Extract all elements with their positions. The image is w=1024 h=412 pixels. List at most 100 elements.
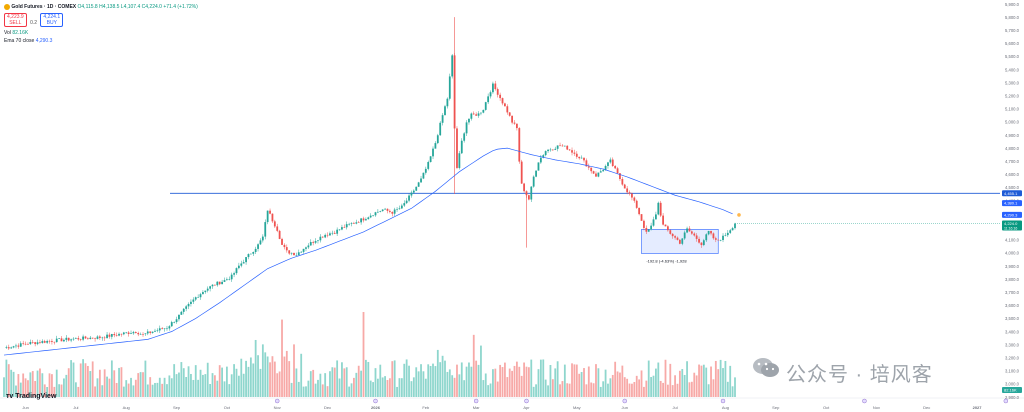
candle-body xyxy=(46,340,49,343)
volume-bar xyxy=(192,379,195,397)
candle-body xyxy=(221,281,224,285)
y-tick-label: 5,800.0 xyxy=(1005,15,1020,20)
volume-bar xyxy=(614,361,617,397)
x-tick-label: Nov xyxy=(274,405,281,410)
candle-body xyxy=(142,334,144,335)
y-tick-label: 3,700.0 xyxy=(1005,290,1020,295)
volume-bar xyxy=(362,312,365,397)
volume-bar xyxy=(182,368,185,397)
volume-bar xyxy=(336,360,339,397)
volume-bar xyxy=(554,368,557,397)
candle-body xyxy=(163,328,166,330)
price-tag-timer: 11:16:16 xyxy=(1004,227,1017,231)
volume-bar xyxy=(185,376,188,397)
candle-body xyxy=(202,292,204,295)
buy-button[interactable]: 4,224.1 BUY xyxy=(40,13,64,27)
volume-bar xyxy=(84,363,87,397)
volume-bar xyxy=(698,364,700,397)
volume-bar xyxy=(163,377,166,397)
volume-bar xyxy=(616,371,619,397)
candle-body xyxy=(218,281,221,285)
candle-body xyxy=(247,254,250,258)
volume-bar xyxy=(604,369,607,397)
volume-bar xyxy=(429,365,432,397)
candle-body xyxy=(393,209,396,214)
candle-body xyxy=(386,208,389,211)
volume-indicator-label[interactable]: Vol xyxy=(4,30,11,36)
volume-bar xyxy=(115,382,118,397)
candle-body xyxy=(43,341,46,343)
volume-bar xyxy=(587,366,590,397)
candle-body xyxy=(374,212,377,216)
volume-bar xyxy=(91,361,94,397)
candle-body xyxy=(714,238,717,240)
volume-bar xyxy=(55,369,58,397)
volume-bar xyxy=(647,360,650,397)
event-marker-icon xyxy=(622,398,627,404)
volume-bar xyxy=(75,382,77,397)
candle-body xyxy=(127,332,130,335)
tradingview-logo[interactable]: ᴛᴠ TradingView xyxy=(6,393,56,400)
candle-body xyxy=(376,211,379,213)
volume-bar xyxy=(724,360,727,397)
candle-body xyxy=(367,217,370,220)
volume-bar xyxy=(321,384,324,397)
volume-bar xyxy=(170,378,173,397)
ema-indicator-label[interactable]: Ema 70 close xyxy=(4,38,35,44)
candle-body xyxy=(348,223,351,225)
candle-body xyxy=(460,140,463,154)
candle-body xyxy=(173,322,176,323)
candle-body xyxy=(55,338,58,343)
event-marker-icon xyxy=(373,398,378,404)
candle-body xyxy=(252,252,255,254)
price-tag-label: 4,290.3 xyxy=(1004,213,1018,218)
sell-button[interactable]: 4,223.9 SELL xyxy=(4,13,27,27)
candle-body xyxy=(10,347,13,349)
volume-bar xyxy=(233,364,235,397)
candle-body xyxy=(235,268,238,274)
candle-body xyxy=(204,290,207,293)
candle-body xyxy=(319,236,322,241)
candle-body xyxy=(408,195,410,201)
volume-bar xyxy=(197,379,200,397)
volume-bar xyxy=(446,371,449,397)
volume-bar xyxy=(235,368,238,397)
candle-body xyxy=(257,244,259,249)
volume-bar xyxy=(278,371,281,397)
volume-bar xyxy=(3,377,5,397)
volume-bar xyxy=(575,364,578,397)
volume-bar xyxy=(271,356,274,397)
candle-body xyxy=(118,333,120,336)
candle-body xyxy=(427,162,430,169)
price-tag-label: 4,224.0 xyxy=(1004,221,1018,226)
volume-bar xyxy=(674,375,676,397)
y-tick-label: 3,900.0 xyxy=(1005,264,1020,269)
symbol-title[interactable]: Gold Futures · 1D · COMEX xyxy=(11,4,77,10)
candle-body xyxy=(535,170,537,177)
volume-bar xyxy=(607,383,609,397)
candle-body xyxy=(362,218,365,221)
volume-bar xyxy=(511,370,514,397)
volume-bar xyxy=(134,379,137,397)
volume-bar xyxy=(19,382,22,397)
candle-body xyxy=(520,161,523,184)
event-marker-icon xyxy=(720,398,726,404)
volume-bar xyxy=(650,377,653,397)
volume-bar xyxy=(353,377,355,397)
candle-body xyxy=(724,235,727,236)
volume-bar xyxy=(520,375,523,397)
candle-body xyxy=(96,336,99,339)
volume-bar xyxy=(43,384,46,397)
candle-body xyxy=(209,286,212,289)
candle-body xyxy=(722,235,724,241)
candle-body xyxy=(182,308,185,312)
volume-bar xyxy=(398,378,401,397)
candle-body xyxy=(674,236,676,238)
candle-body xyxy=(456,128,458,168)
candle-body xyxy=(379,211,382,212)
candle-body xyxy=(616,168,619,174)
y-tick-label: 5,300.0 xyxy=(1005,80,1020,85)
candle-body xyxy=(640,214,643,221)
candle-body xyxy=(276,226,279,231)
